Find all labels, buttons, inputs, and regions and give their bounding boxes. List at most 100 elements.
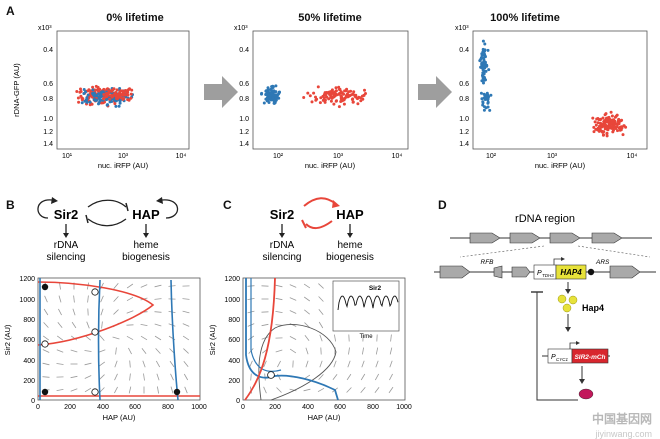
c-ytick: 400 (228, 358, 240, 365)
rrna-gene-icon (440, 266, 470, 278)
unstable-point-icon (92, 329, 98, 335)
scatter-point (324, 91, 327, 94)
scatter-point (617, 120, 620, 123)
scatter-point (94, 89, 97, 92)
stable-point-icon (42, 284, 48, 290)
rdna-repeat-icon (510, 233, 540, 243)
gene2-label: SIR2-mCh (574, 354, 605, 361)
gene1-label: HAP4 (560, 268, 582, 277)
scatter-point (263, 102, 266, 105)
scatter-point (487, 49, 490, 52)
scatter-point (118, 105, 121, 108)
d-title: rDNA region (515, 213, 575, 225)
scatter-point (478, 59, 481, 62)
scatter-point (484, 55, 487, 58)
c-out2-l2: biogenesis (326, 252, 374, 263)
panel-c-phase-plane: Sir2 Time 0 200 400 600 800 1000 1200 0 … (205, 270, 420, 431)
scatter-point (481, 61, 484, 64)
c-ytick: 1000 (224, 297, 240, 304)
a2-ytick: 0.8 (239, 96, 249, 103)
c-node-hap: HAP (336, 207, 364, 222)
hap4-protein-icon (558, 295, 566, 303)
scatter-point (108, 98, 111, 101)
a1-ytick: 0.6 (43, 81, 53, 88)
a2-ytick: 0.6 (239, 81, 249, 88)
scatter-point (130, 89, 133, 92)
scatter-point (487, 101, 490, 104)
scatter-point (481, 74, 484, 77)
scatter-point (620, 119, 623, 122)
panel-b-network-diagram: Sir2 HAP rDNA silencing heme biogenesis (0, 188, 220, 278)
a2-xtick: 10² (273, 153, 284, 160)
scatter-point (267, 93, 270, 96)
scatter-point (601, 131, 604, 134)
progression-arrow-icon (418, 76, 452, 108)
scatter-point (364, 92, 367, 95)
scatter-point (319, 101, 322, 104)
rdna-repeat-icon (592, 233, 622, 243)
panel-a3-exponent: x10³ (455, 25, 469, 32)
b-ytick: 600 (23, 337, 35, 344)
scatter-point (598, 130, 601, 133)
a2-xlabel: nuc. iRFP (AU) (305, 161, 356, 170)
c-ytick: 1200 (224, 276, 240, 283)
scatter-point (116, 88, 119, 91)
scatter-point (95, 94, 98, 97)
progression-arrow-icon (204, 76, 238, 108)
scatter-point (483, 79, 486, 82)
a1-xtick: 10³ (118, 153, 129, 160)
c-xtick: 1000 (396, 404, 412, 411)
scatter-point (270, 85, 273, 88)
scatter-point (330, 90, 333, 93)
scatter-point (117, 96, 120, 99)
a3-xlabel: nuc. iRFP (AU) (535, 161, 586, 170)
panel-d-construct-diagram: rDNA region RFB P TDH3 HAP4 ARS Hap4 P C… (430, 190, 660, 431)
scatter-point (363, 89, 366, 92)
b-xtick: 400 (97, 404, 109, 411)
scatter-point (604, 127, 607, 130)
scatter-point (260, 93, 263, 96)
scatter-point (322, 99, 325, 102)
a2-xtick: 10³ (333, 153, 344, 160)
scatter-point (612, 125, 615, 128)
scatter-point (83, 88, 86, 91)
c-out1-l2: silencing (263, 252, 302, 263)
b-ytick: 800 (23, 317, 35, 324)
b-xtick: 200 (64, 404, 76, 411)
scatter-point (272, 89, 275, 92)
scatter-point (608, 116, 611, 119)
scatter-point (337, 86, 340, 89)
b-out2-l1: heme (133, 240, 158, 251)
scatter-point (338, 105, 341, 108)
scatter-point (622, 133, 625, 136)
panel-a1-exponent: x10³ (38, 25, 52, 32)
a1-xtick: 10¹ (62, 153, 73, 160)
b-out2-l2: biogenesis (122, 252, 170, 263)
c-ytick: 0 (236, 398, 240, 405)
scatter-point (309, 94, 312, 97)
scatter-point (622, 124, 625, 127)
scatter-point (325, 96, 328, 99)
b-ytick: 1200 (19, 276, 35, 283)
scatter-point (311, 100, 314, 103)
a1-xlabel: nuc. iRFP (AU) (98, 161, 149, 170)
ars-icon (588, 269, 594, 275)
scatter-point (126, 94, 129, 97)
scatter-point (306, 92, 309, 95)
scatter-point (109, 94, 112, 97)
a3-ytick: 0.8 (459, 96, 469, 103)
scatter-point (272, 97, 275, 100)
scatter-point (93, 98, 96, 101)
scatter-point (317, 85, 320, 88)
scatter-point (102, 93, 105, 96)
scatter-point (611, 130, 614, 133)
panel-c-network-diagram: Sir2 HAP rDNA silencing heme biogenesis (220, 188, 400, 278)
a1-ytick: 1.2 (43, 129, 53, 136)
scatter-point (345, 94, 348, 97)
scatter-point (81, 101, 84, 104)
scatter-point (118, 91, 121, 94)
c-ytick: 800 (228, 317, 240, 324)
scatter-point (77, 101, 80, 104)
scatter-point (599, 122, 602, 125)
scatter-point (335, 100, 338, 103)
